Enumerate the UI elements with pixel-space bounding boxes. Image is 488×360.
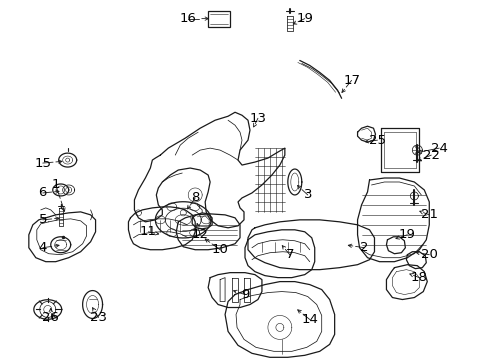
Text: 21: 21 — [420, 208, 437, 221]
Text: 19: 19 — [398, 228, 415, 241]
Text: 17: 17 — [343, 74, 359, 87]
Text: 1: 1 — [51, 179, 60, 192]
Text: 13: 13 — [249, 112, 266, 125]
Text: 7: 7 — [285, 248, 293, 261]
Text: 8: 8 — [191, 192, 199, 204]
Text: 11: 11 — [140, 225, 157, 238]
Text: 2: 2 — [360, 241, 368, 254]
Text: 16: 16 — [180, 12, 196, 25]
Text: 15: 15 — [34, 157, 51, 170]
Text: 12: 12 — [191, 228, 208, 241]
Text: 23: 23 — [90, 311, 107, 324]
Text: 10: 10 — [211, 243, 228, 256]
Text: 22: 22 — [422, 149, 439, 162]
Text: 24: 24 — [430, 141, 447, 155]
Text: 3: 3 — [303, 188, 311, 202]
Text: 4: 4 — [39, 241, 47, 254]
Text: 5: 5 — [39, 213, 47, 226]
Text: 14: 14 — [301, 313, 318, 326]
Text: 6: 6 — [39, 186, 47, 199]
FancyBboxPatch shape — [208, 11, 229, 27]
Text: 26: 26 — [42, 311, 59, 324]
Text: 20: 20 — [420, 248, 437, 261]
Text: 18: 18 — [410, 271, 427, 284]
Text: 19: 19 — [296, 12, 312, 25]
Text: 25: 25 — [368, 134, 385, 147]
Text: 9: 9 — [240, 288, 249, 301]
